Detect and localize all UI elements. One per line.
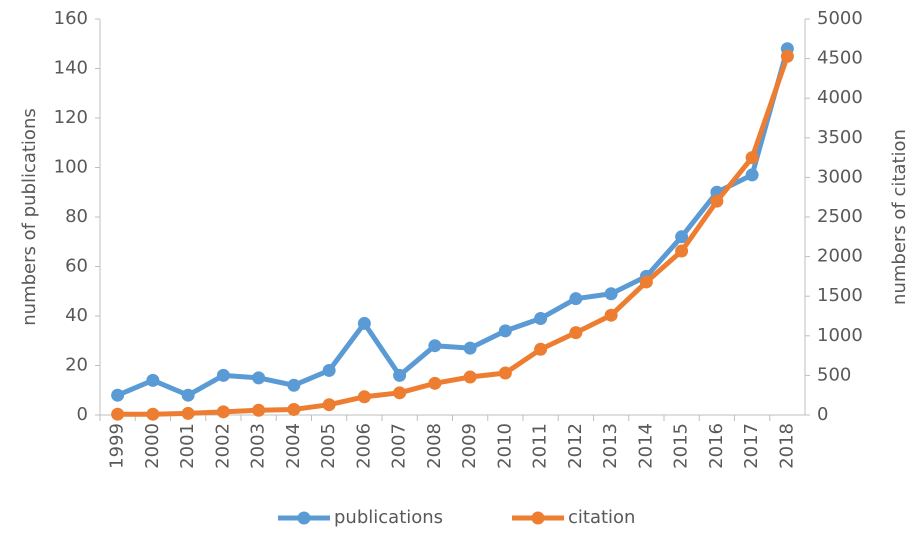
x-tick-label: 1999: [107, 423, 128, 469]
point: [181, 406, 195, 420]
point: [604, 308, 618, 322]
y2-tick-label: 2500: [817, 206, 863, 227]
y-tick-label: 20: [65, 355, 88, 376]
y-tick-label: 120: [54, 107, 88, 128]
point: [357, 390, 371, 404]
y-tick-label: 40: [65, 305, 88, 326]
x-tick-label: 2016: [706, 423, 727, 469]
x-tick-label: 2008: [424, 423, 445, 469]
y2-tick-label: 3000: [817, 166, 863, 187]
point: [287, 378, 301, 392]
point: [639, 275, 653, 289]
point: [569, 326, 583, 340]
point: [146, 373, 160, 387]
x-tick-label: 2003: [248, 423, 269, 469]
y-axis-label: numbers of publications: [19, 108, 40, 325]
x-tick-label: 2014: [635, 423, 656, 469]
x-tick-label: 2001: [177, 423, 198, 469]
point: [675, 244, 689, 258]
x-tick-label: 2006: [353, 423, 374, 469]
point: [498, 366, 512, 380]
y2-tick-label: 5000: [817, 8, 863, 29]
point: [287, 402, 301, 416]
y-tick-label: 60: [65, 256, 88, 277]
point: [216, 368, 230, 382]
y2-tick-label: 1500: [817, 285, 863, 306]
x-tick-label: 2013: [600, 423, 621, 469]
y-tick-label: 0: [77, 404, 88, 425]
point: [569, 292, 583, 306]
point: [322, 363, 336, 377]
x-tick-label: 2004: [283, 423, 304, 469]
y-tick-label: 140: [54, 58, 88, 79]
x-tick-label: 2017: [741, 423, 762, 469]
point: [393, 368, 407, 382]
y2-tick-label: 3500: [817, 127, 863, 148]
point: [111, 388, 125, 402]
point: [393, 386, 407, 400]
legend-label: citation: [568, 507, 635, 528]
y2-tick-label: 1000: [817, 325, 863, 346]
y2-axis-label: numbers of citation: [889, 129, 910, 305]
point: [534, 311, 548, 325]
point: [181, 388, 195, 402]
point: [357, 316, 371, 330]
x-tick-label: 2011: [530, 423, 551, 469]
point: [463, 341, 477, 355]
y-tick-label: 160: [54, 8, 88, 29]
y2-tick-label: 0: [817, 404, 828, 425]
legend-marker: [297, 511, 311, 525]
point: [252, 403, 266, 417]
legend-marker: [531, 511, 545, 525]
point: [428, 376, 442, 390]
legend-label: publications: [334, 507, 443, 528]
point: [322, 398, 336, 412]
point: [252, 371, 266, 385]
y2-tick-label: 500: [817, 364, 851, 385]
point: [111, 407, 125, 421]
y-tick-label: 100: [54, 157, 88, 178]
point: [146, 407, 160, 421]
y2-tick-label: 2000: [817, 246, 863, 267]
x-tick-label: 2010: [494, 423, 515, 469]
y2-tick-label: 4000: [817, 87, 863, 108]
x-tick-label: 2009: [459, 423, 480, 469]
x-tick-label: 2002: [212, 423, 233, 469]
point: [745, 151, 759, 165]
point: [428, 339, 442, 353]
point: [534, 342, 548, 356]
point: [498, 324, 512, 338]
point: [216, 405, 230, 419]
point: [463, 370, 477, 384]
point: [780, 49, 794, 63]
point: [675, 230, 689, 244]
x-tick-label: 2000: [142, 423, 163, 469]
point: [604, 287, 618, 301]
series-line: [116, 48, 790, 398]
x-tick-label: 2018: [776, 423, 797, 469]
y2-tick-label: 4500: [817, 48, 863, 69]
point: [745, 168, 759, 182]
x-tick-label: 2015: [671, 423, 692, 469]
y-tick-label: 80: [65, 206, 88, 227]
x-tick-label: 2012: [565, 423, 586, 469]
x-tick-label: 2005: [318, 423, 339, 469]
x-tick-label: 2007: [389, 423, 410, 469]
point: [710, 194, 724, 208]
